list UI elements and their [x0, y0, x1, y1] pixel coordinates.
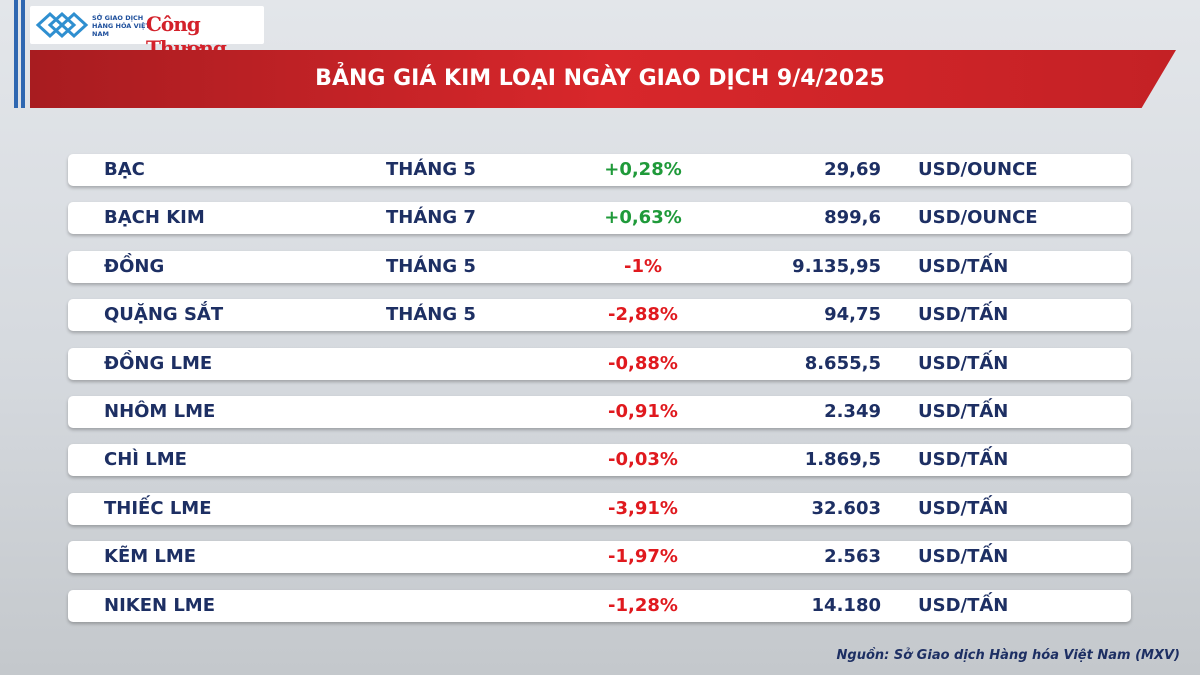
cell-unit: USD/OUNCE [918, 207, 1038, 229]
cell-month: THÁNG 5 [386, 255, 476, 277]
cell-name: THIẾC LME [104, 497, 212, 519]
source: Nguồn: Sở Giao dịch Hàng hóa Việt Nam (M… [836, 648, 1180, 663]
table-row: CHÌ LME -0,03% 1.869,5 USD/TẤN [68, 444, 1131, 477]
cell-change: -0,91% [608, 401, 678, 422]
cell-name: ĐỒNG [104, 255, 165, 277]
cell-price: 1.869,5 [804, 449, 881, 471]
table-row: QUẶNG SẮT THÁNG 5 -2,88% 94,75 USD/TẤN [68, 299, 1131, 332]
cell-unit: USD/TẤN [918, 546, 1009, 568]
cell-name: NHÔM LME [104, 401, 216, 422]
cell-month: THÁNG 5 [386, 159, 476, 180]
cell-price: 8.655,5 [804, 352, 881, 374]
cell-name: NIKEN LME [104, 594, 216, 616]
logo-text: SỞ GIAO DỊCH HÀNG HÓA VIỆT NAM [92, 14, 150, 38]
cell-name: QUẶNG SẮT [104, 304, 224, 326]
accent-bar [14, 0, 18, 108]
cell-name: KẼM LME [104, 546, 197, 568]
cell-price: 29,69 [824, 159, 881, 180]
cell-unit: USD/TẤN [918, 255, 1009, 277]
cell-price: 94,75 [824, 304, 881, 326]
cell-price: 9.135,95 [792, 255, 881, 277]
table-row: NIKEN LME -1,28% 14.180 USD/TẤN [68, 589, 1131, 622]
table-row: THIẾC LME -3,91% 32.603 USD/TẤN [68, 492, 1131, 525]
cell-change: +0,28% [604, 159, 682, 180]
cell-change: -2,88% [608, 304, 678, 326]
cell-change: -1,97% [608, 546, 678, 568]
cell-name: BẠCH KIM [104, 207, 205, 229]
table-row: KẼM LME -1,97% 2.563 USD/TẤN [68, 541, 1131, 574]
cell-unit: USD/TẤN [918, 594, 1009, 616]
cell-unit: USD/TẤN [918, 304, 1009, 326]
logo-icon [35, 11, 89, 39]
cell-price: 32.603 [811, 497, 881, 519]
cell-change: -1% [623, 255, 663, 277]
cell-price: 2.563 [824, 546, 881, 568]
cell-unit: USD/OUNCE [918, 159, 1038, 180]
accent-bar [21, 0, 25, 108]
cell-price: 14.180 [811, 594, 881, 616]
cell-month: THÁNG 7 [386, 207, 476, 229]
table-row: ĐỒNG THÁNG 5 -1% 9.135,95 USD/TẤN [68, 250, 1131, 283]
cell-change: -3,91% [608, 497, 678, 519]
title-banner [30, 50, 1176, 108]
cell-unit: USD/TẤN [918, 401, 1009, 422]
table-row: BẠC THÁNG 5 +0,28% 29,69 USD/OUNCE [68, 154, 1131, 186]
cell-change: +0,63% [604, 207, 682, 229]
title: BẢNG GIÁ KIM LOẠI NGÀY GIAO DỊCH 9/4/202… [315, 66, 885, 91]
cell-month: THÁNG 5 [386, 304, 476, 326]
cell-name: ĐỒNG LME [104, 352, 213, 374]
cell-unit: USD/TẤN [918, 449, 1009, 471]
cell-price: 899,6 [824, 207, 881, 229]
table-row: BẠCH KIM THÁNG 7 +0,63% 899,6 USD/OUNCE [68, 202, 1131, 235]
table-row: ĐỒNG LME -0,88% 8.655,5 USD/TẤN [68, 347, 1131, 380]
cell-unit: USD/TẤN [918, 497, 1009, 519]
cell-name: CHÌ LME [104, 449, 187, 471]
table-row: NHÔM LME -0,91% 2.349 USD/TẤN [68, 396, 1131, 428]
logo: SỞ GIAO DỊCH HÀNG HÓA VIỆT NAM Công Thươ… [30, 6, 264, 60]
cell-price: 2.349 [824, 401, 881, 422]
cell-unit: USD/TẤN [918, 352, 1009, 374]
cell-name: BẠC [104, 159, 145, 180]
cell-change: -0,03% [608, 449, 678, 471]
cell-change: -0,88% [608, 352, 678, 374]
cell-change: -1,28% [608, 594, 678, 616]
